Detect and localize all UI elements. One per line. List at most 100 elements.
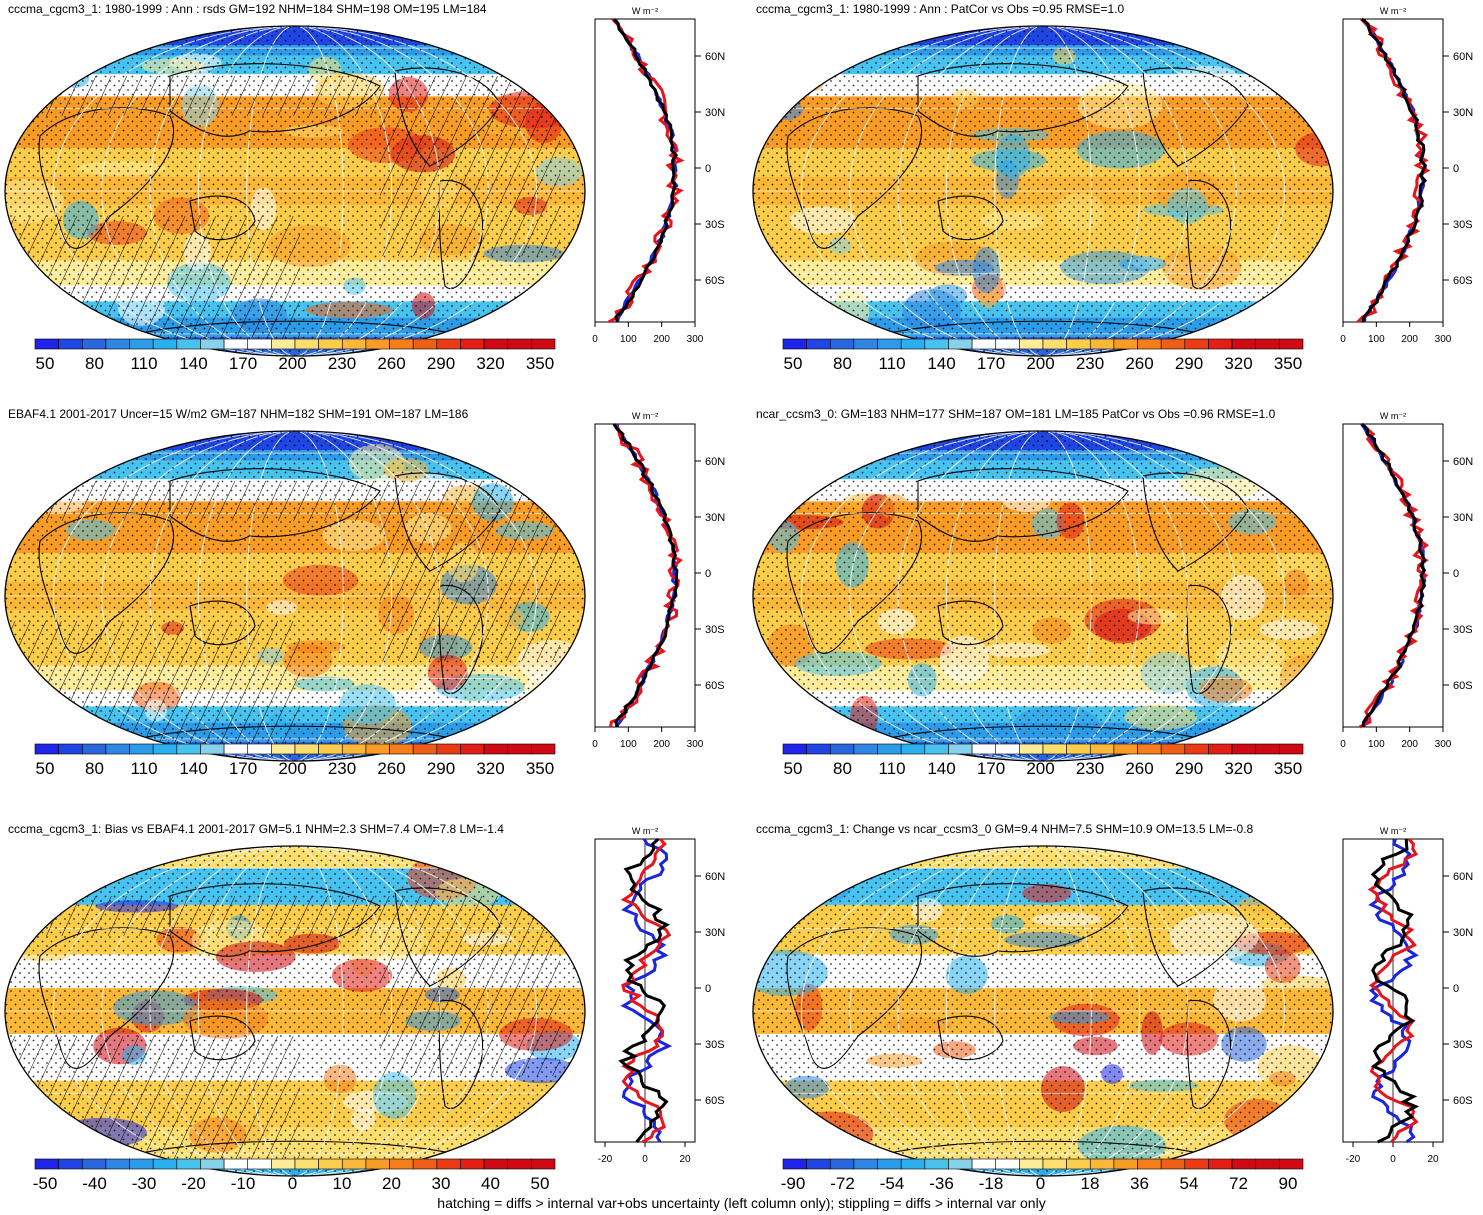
profile-x-tick-label: 300 bbox=[687, 334, 704, 345]
colorbar-label: 18 bbox=[1081, 1174, 1100, 1193]
colorbar-swatch bbox=[460, 338, 485, 350]
world-map bbox=[752, 430, 1334, 762]
colorbar-swatch bbox=[341, 1158, 367, 1170]
world-map bbox=[752, 25, 1334, 357]
colorbar-swatch bbox=[782, 1158, 807, 1170]
colorbar-swatch bbox=[294, 743, 319, 755]
colorbar-label: -30 bbox=[132, 1174, 157, 1193]
colorbar-swatch bbox=[1208, 338, 1233, 350]
colorbar-swatch bbox=[271, 338, 296, 350]
colorbar-label: 50 bbox=[36, 759, 55, 778]
zonal-mean-profile: W m⁻² 60N 30N 0 30S 60S 0 100 200 300 bbox=[1340, 411, 1473, 750]
colorbar-label: 50 bbox=[531, 1174, 550, 1193]
colorbar-swatch bbox=[152, 1158, 178, 1170]
hatching-overlay bbox=[5, 481, 585, 751]
profile-lat-label: 0 bbox=[705, 163, 711, 175]
colorbar-swatch bbox=[1255, 338, 1280, 350]
colorbar-label: 320 bbox=[476, 354, 504, 373]
colorbar: 50 80 110 140 170 200 230 260 290 320 350 bbox=[15, 337, 575, 382]
profile-x-tick-label: -20 bbox=[598, 1154, 613, 1165]
colorbar: 50 80 110 140 170 200 230 260 290 320 350 bbox=[15, 742, 575, 787]
map-field-blob bbox=[802, 715, 835, 744]
colorbar-swatch bbox=[176, 338, 201, 350]
colorbar-swatch bbox=[948, 743, 973, 755]
colorbar-label: -90 bbox=[781, 1174, 806, 1193]
profile-lat-label: 30S bbox=[705, 624, 725, 636]
colorbar-swatch bbox=[853, 743, 878, 755]
colorbar-swatch bbox=[460, 743, 485, 755]
colorbar-swatch bbox=[365, 743, 390, 755]
colorbar-swatch bbox=[1160, 1158, 1186, 1170]
colorbar-label: 50 bbox=[784, 354, 803, 373]
colorbar-label: -36 bbox=[929, 1174, 954, 1193]
colorbar-swatch bbox=[152, 338, 178, 350]
colorbar-swatch bbox=[948, 338, 973, 350]
colorbar-swatch bbox=[412, 338, 438, 350]
colorbar-label: 80 bbox=[85, 759, 104, 778]
colorbar-swatch bbox=[877, 743, 902, 755]
profile-lat-label: 30N bbox=[1453, 927, 1473, 939]
profile-unit-label: W m⁻² bbox=[632, 826, 658, 836]
colorbar-swatch bbox=[294, 1158, 319, 1170]
colorbar-swatch bbox=[924, 743, 949, 755]
colorbar-swatch bbox=[782, 743, 807, 755]
colorbar-label: 40 bbox=[481, 1174, 500, 1193]
panel-top-left: cccma_cgcm3_1: 1980-1999 : Ann : rsds GM… bbox=[0, 0, 735, 395]
panel-title: ncar_ccsm3_0: GM=183 NHM=177 SHM=187 OM=… bbox=[756, 407, 1276, 421]
colorbar-label: 350 bbox=[526, 354, 554, 373]
colorbar-label: 290 bbox=[427, 354, 455, 373]
colorbar-swatch bbox=[507, 1158, 532, 1170]
hatching-overlay bbox=[5, 896, 585, 1166]
profile-line-model bbox=[609, 422, 684, 728]
colorbar-label: 230 bbox=[1076, 354, 1104, 373]
colorbar-swatch bbox=[460, 1158, 485, 1170]
colorbar-swatch bbox=[365, 1158, 390, 1170]
colorbar-label: 110 bbox=[878, 354, 905, 373]
colorbar-swatch bbox=[200, 1158, 225, 1170]
colorbar-swatch bbox=[81, 743, 107, 755]
colorbar-label: 200 bbox=[1026, 354, 1054, 373]
profile-lat-label: 0 bbox=[705, 568, 711, 580]
colorbar-swatch bbox=[829, 338, 855, 350]
colorbar-swatch bbox=[223, 1158, 249, 1170]
colorbar-swatch bbox=[1042, 1158, 1067, 1170]
profile-lat-label: 30S bbox=[705, 219, 725, 231]
colorbar-label: 50 bbox=[36, 354, 55, 373]
colorbar-swatch bbox=[58, 1158, 83, 1170]
profile-lat-label: 30S bbox=[705, 1039, 725, 1051]
colorbar-swatch bbox=[176, 743, 201, 755]
colorbar-swatch bbox=[806, 1158, 831, 1170]
colorbar-label: 320 bbox=[1224, 354, 1252, 373]
colorbar-swatch bbox=[1231, 743, 1257, 755]
profile-lat-label: 60S bbox=[1453, 1095, 1473, 1107]
profile-x-tick-label: 200 bbox=[1401, 334, 1418, 345]
colorbar-label: 36 bbox=[1130, 1174, 1149, 1193]
colorbar-label: 350 bbox=[1274, 354, 1302, 373]
map-border bbox=[4, 25, 586, 357]
colorbar-label: 0 bbox=[1036, 1174, 1045, 1193]
zonal-mean-profile: W m⁻² 60N 30N 0 30S 60S -20 0 20 bbox=[594, 826, 725, 1165]
colorbar-swatch bbox=[971, 338, 997, 350]
profile-frame bbox=[1342, 423, 1444, 728]
colorbar-swatch bbox=[1137, 338, 1162, 350]
colorbar-swatch bbox=[152, 743, 178, 755]
colorbar-swatch bbox=[1137, 743, 1162, 755]
colorbar-swatch bbox=[924, 1158, 949, 1170]
colorbar-swatch bbox=[318, 338, 343, 350]
profile-lat-label: 60S bbox=[705, 1095, 725, 1107]
colorbar-swatch bbox=[877, 338, 902, 350]
zonal-mean-profile: W m⁻² 60N 30N 0 30S 60S 0 100 200 300 bbox=[592, 411, 725, 750]
colorbar-label: 350 bbox=[1274, 759, 1302, 778]
colorbar-swatch bbox=[176, 1158, 201, 1170]
colorbar-label: 80 bbox=[833, 759, 852, 778]
colorbar-swatch bbox=[1019, 743, 1044, 755]
panel-title: cccma_cgcm3_1: 1980-1999 : Ann : PatCor … bbox=[756, 2, 1125, 16]
colorbar-label: 260 bbox=[377, 354, 405, 373]
profile-unit-label: W m⁻² bbox=[632, 6, 658, 16]
colorbar-swatch bbox=[1089, 1158, 1115, 1170]
colorbar-swatch bbox=[1279, 338, 1304, 350]
colorbar-swatch bbox=[1279, 743, 1304, 755]
colorbar-swatch bbox=[1160, 338, 1186, 350]
colorbar-swatch bbox=[1066, 338, 1091, 350]
colorbar-swatch bbox=[1184, 338, 1209, 350]
